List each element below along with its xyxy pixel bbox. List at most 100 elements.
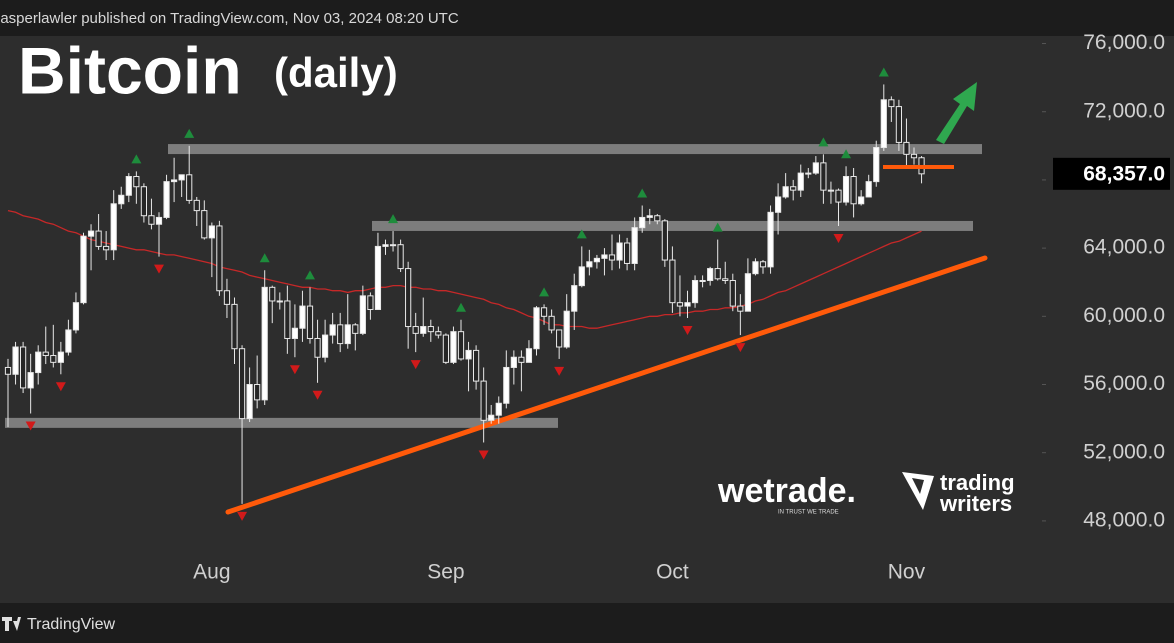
fractal-down	[833, 233, 844, 243]
writers-logo-2: writers	[939, 491, 1012, 516]
candle-body	[186, 174, 193, 201]
candle-body	[737, 305, 744, 312]
candle-body	[518, 356, 525, 363]
candle-body	[103, 245, 110, 251]
candle-body	[427, 326, 434, 333]
candle-body	[171, 179, 178, 183]
candle-body	[125, 176, 132, 196]
y-tick-label: 48,000.0	[1083, 508, 1165, 531]
candle-body	[556, 329, 563, 348]
candle-body	[790, 186, 797, 191]
candle-body	[140, 186, 148, 217]
candle-body	[133, 176, 140, 188]
candle-body	[314, 337, 321, 358]
candle-body	[842, 176, 850, 203]
candle-body	[495, 402, 502, 416]
candle-body	[72, 302, 80, 331]
candle-body	[586, 261, 593, 268]
fractal-up	[712, 222, 723, 232]
candle-body	[473, 349, 480, 382]
candle-body	[699, 280, 706, 283]
candle-body	[163, 181, 170, 218]
candle-body	[42, 351, 49, 357]
fractal-up	[576, 229, 587, 239]
candle-body	[20, 346, 27, 389]
candle-body	[457, 331, 465, 360]
candle-body	[510, 356, 517, 368]
candle-body	[12, 346, 19, 375]
candle-body	[397, 244, 404, 270]
candle-body	[593, 257, 600, 263]
candle-body	[50, 355, 57, 363]
wetrade-logo: wetrade.	[717, 472, 856, 510]
candle-body	[767, 211, 774, 268]
candle-body	[322, 334, 329, 358]
fractal-down	[289, 365, 300, 375]
candle-body	[57, 351, 64, 363]
fractal-up	[131, 154, 142, 164]
candle-body	[193, 199, 200, 212]
candle-body	[782, 186, 789, 198]
candle-body	[714, 268, 721, 280]
candle-body	[87, 230, 95, 237]
level-zone	[372, 220, 973, 231]
candle-body	[389, 244, 397, 247]
candle-body	[850, 176, 857, 205]
candle-body	[624, 242, 631, 264]
candle-body	[35, 351, 42, 374]
candle-body	[676, 302, 684, 307]
candle-body	[563, 310, 570, 348]
fractal-down	[735, 343, 746, 353]
writers-logo-1: trading	[940, 470, 1015, 495]
fractal-down	[154, 264, 164, 274]
up-arrow	[936, 82, 977, 144]
candle-body	[616, 242, 623, 261]
candle-body	[873, 147, 880, 183]
candle-body	[729, 280, 736, 307]
candle-body	[201, 210, 208, 239]
candle-body	[827, 189, 835, 192]
candle-body	[858, 196, 865, 205]
candle-body	[208, 225, 215, 239]
candle-body	[65, 329, 72, 353]
candle-body	[910, 153, 918, 159]
last-price-box	[1053, 157, 1170, 190]
candle-body	[669, 259, 676, 304]
candle-body	[374, 245, 382, 310]
candle-body	[684, 302, 691, 307]
candle-body	[382, 244, 389, 247]
candle-body	[95, 230, 102, 247]
candle-body	[405, 268, 412, 328]
candle-body	[722, 278, 729, 282]
fractal-up	[637, 188, 648, 198]
candle-body	[759, 261, 767, 268]
x-tick-label: Aug	[193, 561, 230, 584]
candle-body	[329, 324, 336, 336]
byline: jasperlawler published on TradingView.co…	[0, 10, 459, 27]
chart-title: Bitcoin	[18, 33, 242, 107]
y-tick-label: 76,000.0	[1083, 31, 1165, 54]
candle-body	[820, 162, 827, 191]
y-tick-label: 52,000.0	[1083, 440, 1165, 463]
fractal-up	[456, 302, 466, 312]
fractal-down	[237, 511, 248, 521]
candle-body	[691, 280, 699, 304]
fractal-up	[259, 253, 270, 263]
candle-body	[216, 225, 223, 292]
candle-body	[118, 194, 125, 205]
fractal-up	[841, 149, 852, 159]
candle-body	[654, 215, 661, 222]
candle-body	[744, 273, 751, 312]
candle-body	[442, 334, 449, 363]
trend-line	[225, 255, 988, 515]
y-tick-label: 60,000.0	[1083, 304, 1165, 327]
footer-bar	[0, 603, 1174, 643]
fractal-down	[554, 366, 565, 376]
candle-body	[344, 324, 351, 345]
candle-body	[435, 331, 442, 336]
candle-body	[465, 349, 472, 360]
candle-body	[450, 331, 457, 363]
candle-body	[299, 305, 306, 329]
